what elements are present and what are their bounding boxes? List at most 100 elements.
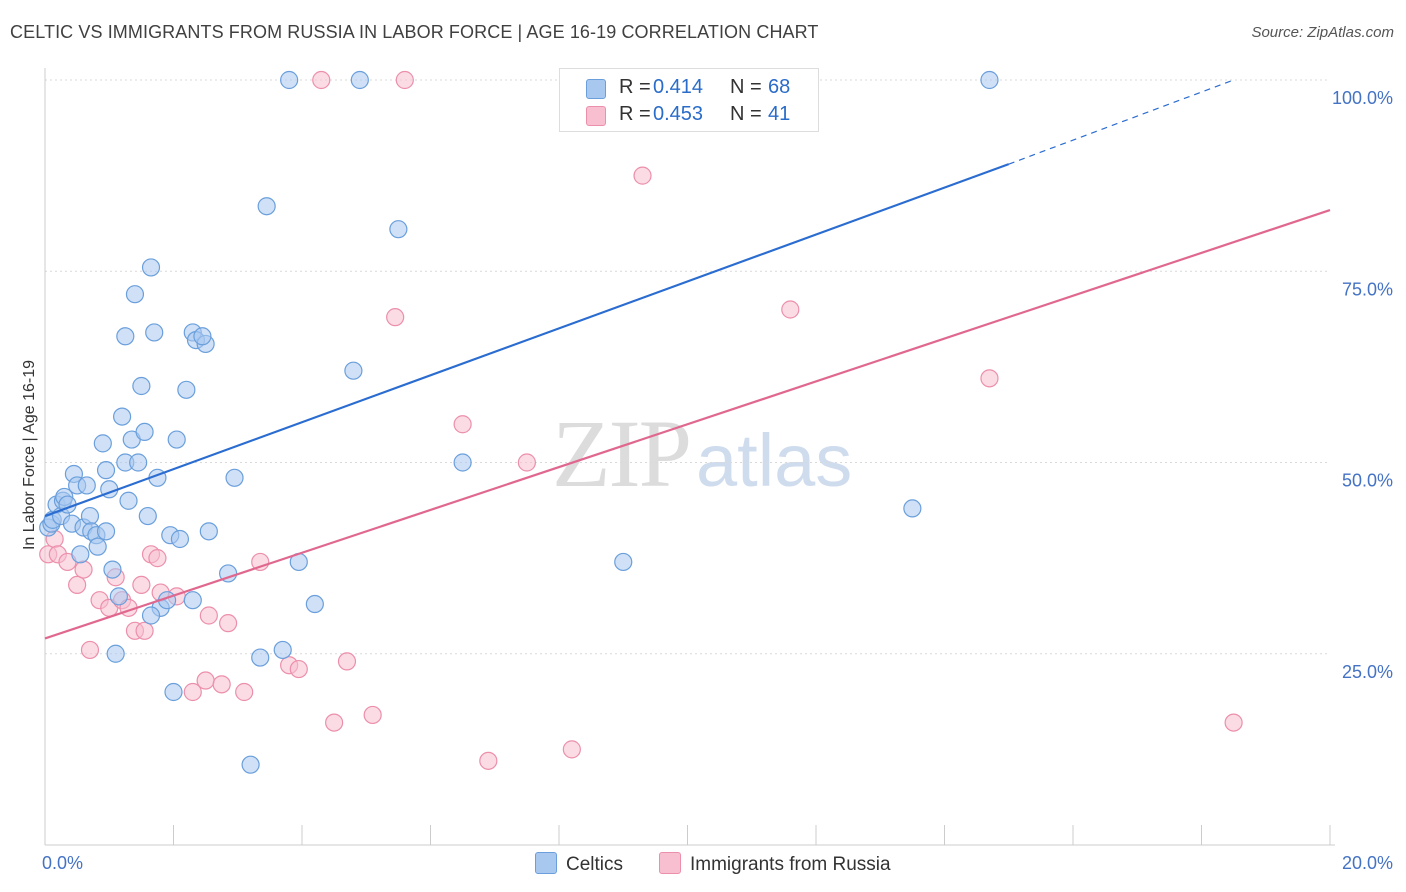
russia-point xyxy=(325,713,344,732)
russia-point xyxy=(980,369,999,388)
russia-point xyxy=(386,308,405,327)
celtics-point xyxy=(80,506,100,526)
celtics-point xyxy=(96,461,116,480)
celtics-point xyxy=(453,453,472,472)
r-label: R = xyxy=(619,103,651,125)
celtics-point xyxy=(257,197,276,216)
celtics-point xyxy=(135,422,154,441)
celtics-point xyxy=(71,545,90,564)
celtics-point xyxy=(93,434,112,453)
r-label: R = xyxy=(619,76,651,98)
celtics-point xyxy=(199,522,218,541)
axes xyxy=(44,68,1335,846)
russia-point xyxy=(80,640,100,660)
trend-lines xyxy=(44,79,1331,640)
russia-point xyxy=(562,740,581,759)
y-tick-label: 25.0% xyxy=(1342,662,1393,682)
russia-point xyxy=(199,606,218,625)
celtics-point xyxy=(344,361,363,380)
russia-point xyxy=(74,560,93,579)
russia-legend-swatch xyxy=(659,852,681,874)
russia-point xyxy=(235,682,254,702)
russia-point xyxy=(453,415,472,434)
celtics-point xyxy=(119,491,138,510)
russia-point xyxy=(337,652,357,671)
celtics-point xyxy=(225,468,244,487)
celtics-trend-line xyxy=(44,163,1010,518)
celtics-point xyxy=(903,499,922,518)
russia-swatch xyxy=(586,106,606,126)
y-tick-label: 50.0% xyxy=(1342,471,1393,491)
celtics-point xyxy=(241,755,260,774)
russia-point xyxy=(132,575,151,595)
celtics-point xyxy=(96,522,116,541)
celtics-point xyxy=(389,220,408,239)
russia-point xyxy=(479,751,498,770)
celtics-point xyxy=(280,70,299,90)
celtics-point xyxy=(88,537,107,556)
russia-point xyxy=(148,549,167,568)
x-tick-label: 0.0% xyxy=(42,853,83,873)
celtics-point xyxy=(145,323,164,342)
legend-row-celtics: R = 0.414 N = 68 xyxy=(560,74,818,100)
n-value: 68 xyxy=(768,76,791,98)
russia-point xyxy=(135,621,154,640)
celtics-trend-extension xyxy=(1008,79,1234,165)
russia-point xyxy=(312,70,331,90)
russia-legend-label: Immigrants from Russia xyxy=(690,854,891,875)
legend-item-celtics: Celtics xyxy=(535,852,623,876)
celtics-point xyxy=(129,453,148,472)
n-label: N = xyxy=(730,76,762,98)
correlation-legend: R = 0.414 N = 68 R = 0.453 N = 41 xyxy=(559,68,819,132)
celtics-point xyxy=(305,594,324,614)
celtics-point xyxy=(125,285,145,304)
celtics-point xyxy=(193,327,212,346)
russia-point xyxy=(289,659,308,679)
celtics-point xyxy=(273,640,292,660)
celtics-point xyxy=(138,506,157,526)
r-value: 0.414 xyxy=(653,76,704,98)
x-tick-label: 20.0% xyxy=(1342,853,1393,873)
y-tick-label: 75.0% xyxy=(1342,279,1393,299)
russia-point xyxy=(363,705,382,725)
russia-point xyxy=(196,671,215,690)
celtics-point xyxy=(614,552,633,572)
celtics-point xyxy=(183,591,202,610)
celtics-legend-swatch xyxy=(535,852,557,874)
celtics-point xyxy=(980,70,999,90)
russia-trend-line xyxy=(44,209,1331,640)
russia-point xyxy=(68,575,87,595)
celtics-point xyxy=(350,70,369,90)
legend-row-russia: R = 0.453 N = 41 xyxy=(560,101,818,127)
gridlines xyxy=(45,79,1330,655)
celtics-point xyxy=(177,380,196,399)
celtics-point xyxy=(170,529,190,549)
tick-labels: 25.0% 50.0% 75.0% 100.0% 0.0% 20.0% xyxy=(42,88,1393,873)
series-immigrants-from-russia xyxy=(39,70,1243,770)
russia-point xyxy=(517,453,536,472)
r-value: 0.453 xyxy=(653,103,704,125)
celtics-point xyxy=(116,327,135,346)
celtics-point xyxy=(103,560,122,579)
russia-point xyxy=(1224,713,1243,732)
n-label: N = xyxy=(730,103,762,125)
celtics-point xyxy=(77,476,96,495)
celtics-point xyxy=(164,682,183,702)
legend-item-russia: Immigrants from Russia xyxy=(659,852,891,876)
y-tick-label: 100.0% xyxy=(1332,88,1393,108)
celtics-point xyxy=(141,258,161,277)
russia-point xyxy=(395,70,414,90)
celtics-point xyxy=(141,606,161,625)
celtics-point xyxy=(132,376,151,396)
russia-point xyxy=(781,300,800,319)
celtics-point xyxy=(109,587,128,606)
russia-point xyxy=(212,675,231,694)
celtics-point xyxy=(112,407,132,426)
celtics-point xyxy=(251,648,270,667)
celtics-swatch xyxy=(586,79,606,99)
series-celtics xyxy=(39,70,999,774)
n-value: 41 xyxy=(768,103,791,125)
russia-point xyxy=(633,166,652,185)
russia-point xyxy=(183,682,202,702)
